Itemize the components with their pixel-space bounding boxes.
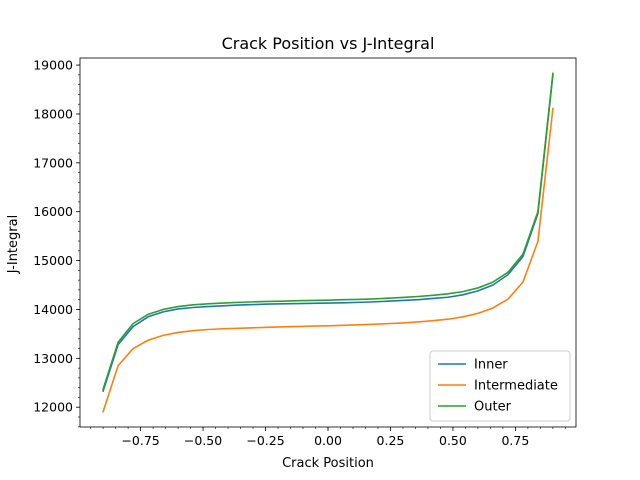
series-line-inner [102, 73, 554, 393]
x-axis-label: Crack Position [282, 456, 374, 471]
x-tick-label: 0.00 [314, 433, 342, 448]
y-tick-label: 16000 [33, 204, 73, 219]
x-tick-label: −0.50 [184, 433, 222, 448]
y-tick-label: 18000 [33, 106, 73, 121]
x-tick-label: 0.50 [439, 433, 467, 448]
x-tick-label: −0.25 [246, 433, 284, 448]
y-tick-label: 12000 [33, 400, 73, 415]
series-line-intermediate [102, 107, 554, 413]
legend-label-inner: Inner [474, 358, 508, 373]
legend: Inner Intermediate Outer [429, 350, 571, 422]
plot-area: −0.75 −0.50 −0.25 0.00 0.25 0.50 0.75 12000 1300… [33, 57, 577, 448]
y-tick-label: 13000 [33, 351, 73, 366]
series-line-outer [102, 72, 554, 391]
y-tick-label: 14000 [33, 302, 73, 317]
x-tick-label: −0.75 [121, 433, 159, 448]
y-tick-label: 19000 [33, 58, 73, 73]
y-tick-label: 17000 [33, 155, 73, 170]
x-tick-label: 0.25 [377, 433, 405, 448]
x-tick-label: 0.75 [501, 433, 529, 448]
y-axis-label: J-Integral [6, 215, 21, 274]
y-tick-label: 15000 [33, 253, 73, 268]
legend-box [429, 350, 571, 422]
legend-label-intermediate: Intermediate [474, 379, 558, 394]
chart-title: Crack Position vs J-Integral [222, 34, 435, 53]
axes-frame [79, 57, 577, 428]
legend-label-outer: Outer [474, 400, 512, 415]
